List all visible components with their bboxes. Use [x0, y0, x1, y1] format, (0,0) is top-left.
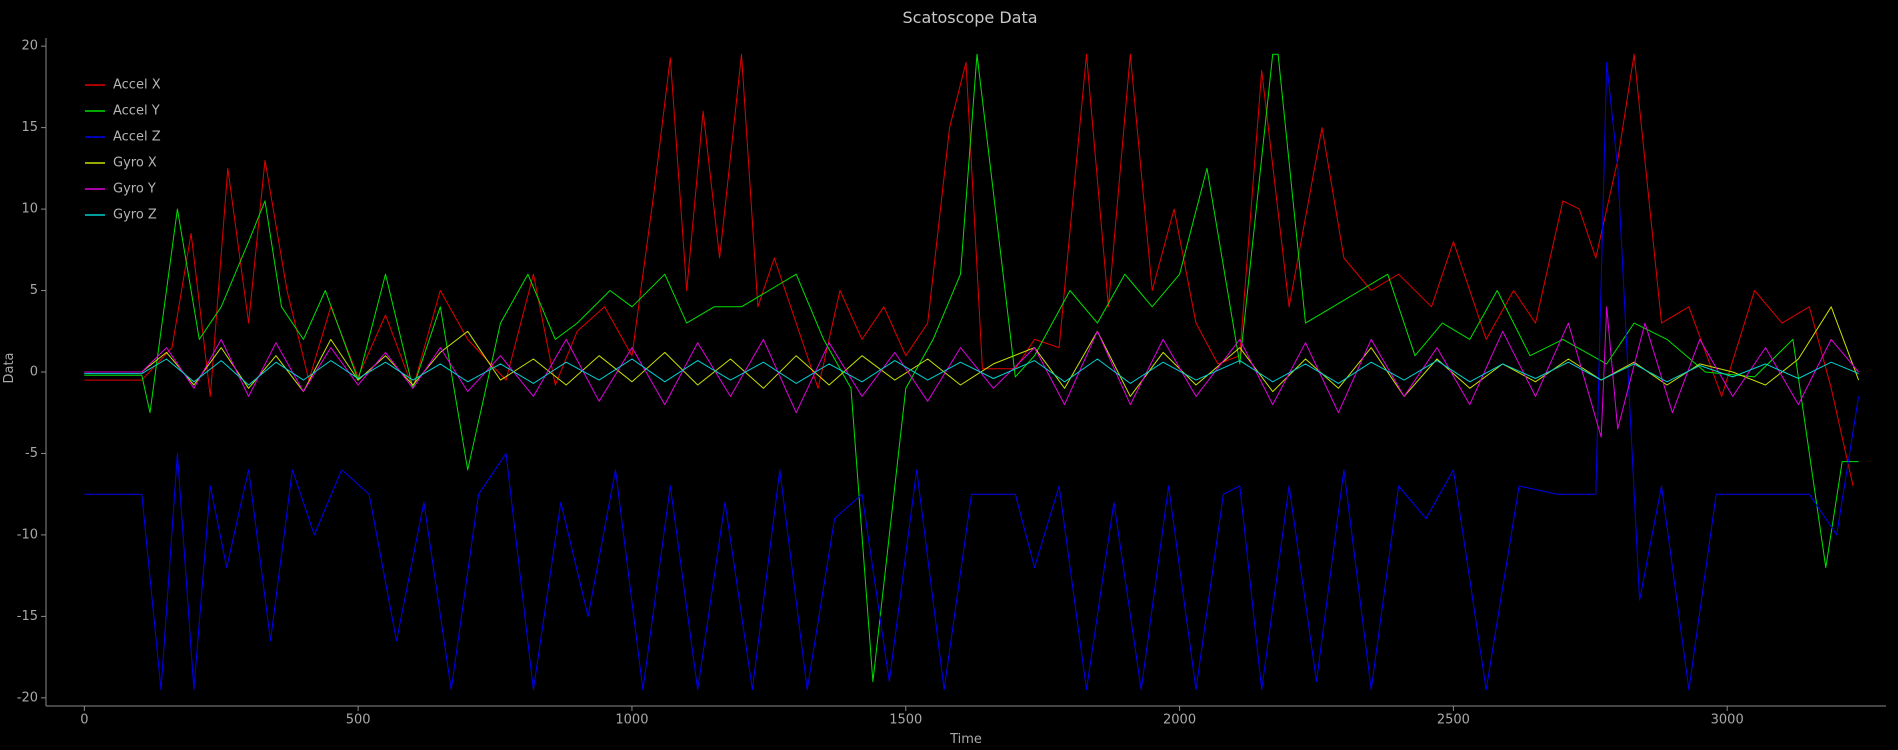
legend-label: Accel X: [113, 78, 161, 93]
y-tick-label: 15: [21, 120, 38, 135]
y-tick-label: 0: [30, 365, 38, 380]
x-tick-label: 3000: [1711, 713, 1744, 728]
series-line-accel-z: [84, 61, 1860, 691]
y-tick-label: -20: [17, 690, 38, 705]
legend-label: Accel Y: [113, 104, 160, 119]
axis-ticks: 0 500 1000 1500 2000 2500 3000 20 15 10 5 0 -5 -10 -15…: [17, 39, 1744, 728]
x-tick-label: 2500: [1437, 713, 1470, 728]
chart-title: Scatoscope Data: [902, 8, 1037, 27]
legend-label: Accel Z: [113, 130, 161, 145]
series-line-gyro-y: [84, 306, 1859, 438]
x-tick-label: 1500: [889, 713, 922, 728]
legend-label: Gyro X: [113, 156, 157, 171]
series-lines: [84, 53, 1860, 691]
x-tick-label: 2000: [1163, 713, 1196, 728]
x-tick-label: 0: [80, 713, 88, 728]
legend: Accel X Accel Y Accel Z Gyro X Gyro Y Gyro Z: [85, 78, 161, 223]
x-tick-label: 500: [346, 713, 371, 728]
series-line-accel-x: [84, 53, 1854, 487]
y-tick-label: -15: [17, 609, 38, 624]
y-tick-label: 5: [30, 283, 38, 298]
legend-label: Gyro Z: [113, 208, 157, 223]
y-axis-label: Data: [2, 352, 17, 383]
series-line-accel-y: [84, 53, 1859, 683]
legend-label: Gyro Y: [113, 182, 156, 197]
x-axis-label: Time: [949, 732, 982, 746]
x-tick-label: 1000: [615, 713, 648, 728]
series-line-gyro-z: [84, 358, 1859, 386]
y-tick-label: 10: [21, 202, 38, 217]
y-tick-label: -10: [17, 527, 38, 542]
y-tick-label: -5: [25, 446, 38, 461]
y-tick-label: 20: [21, 39, 38, 54]
